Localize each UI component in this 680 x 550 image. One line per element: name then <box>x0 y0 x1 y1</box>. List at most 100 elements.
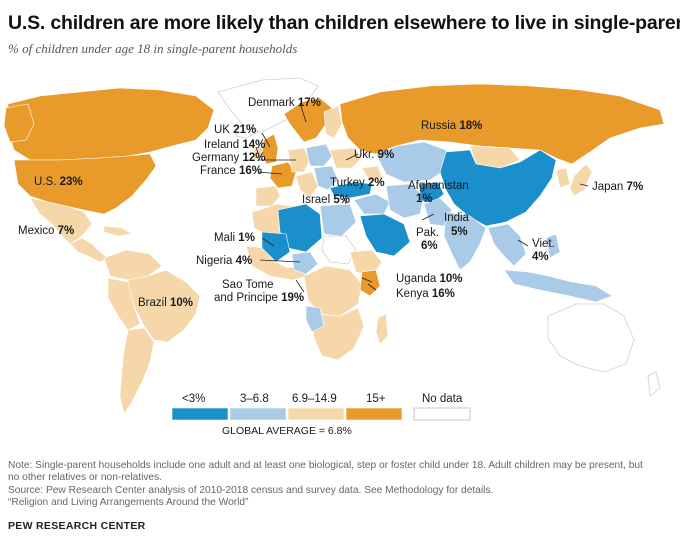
label-israel: Israel 5% <box>302 194 350 206</box>
label-denmark: Denmark 17% <box>248 97 321 109</box>
legend: <3% 3–6.8 6.9–14.9 15+ No data GLOBAL AV… <box>171 393 471 437</box>
leader-vietnam <box>517 239 529 247</box>
legend-swatch-6-9-14-9 <box>287 407 345 421</box>
label-germany: Germany 12% <box>192 152 266 164</box>
region-southern-africa <box>311 307 365 361</box>
region-central-america <box>69 237 109 263</box>
legend-label-lt3: <3% <box>182 393 205 405</box>
label-pakistan-value: 6% <box>421 240 438 252</box>
region-philippines <box>545 233 561 259</box>
region-new-zealand <box>647 371 661 397</box>
region-australia <box>547 303 635 373</box>
legend-label-3-6-8: 3–6.8 <box>240 393 269 405</box>
region-caribbean <box>103 225 133 237</box>
leader-nigeria <box>259 259 301 263</box>
legend-swatch-lt3 <box>171 407 229 421</box>
leader-kenya <box>367 283 377 291</box>
region-mexico <box>29 197 93 245</box>
label-brazil: Brazil 10% <box>138 297 193 309</box>
legend-swatch-15plus <box>345 407 403 421</box>
region-france <box>269 161 297 189</box>
region-iran <box>385 183 425 219</box>
label-japan: Japan 7% <box>592 181 643 193</box>
leader-uk <box>261 132 271 148</box>
label-uk: UK 21% <box>214 124 256 136</box>
note-line-1: Note: Single-parent households include o… <box>8 460 643 471</box>
region-scandinavia <box>283 97 333 143</box>
region-poland <box>305 143 333 167</box>
note-line-4: “Religion and Living Arrangements Around… <box>8 497 249 509</box>
legend-global-average: GLOBAL AVERAGE = 6.8% <box>222 425 352 437</box>
region-us <box>13 153 157 215</box>
region-germany <box>287 147 311 173</box>
label-mali: Mali 1% <box>214 232 255 244</box>
leader-denmark <box>299 102 307 123</box>
label-mexico: Mexico 7% <box>18 225 74 237</box>
legend-label-15plus: 15+ <box>366 393 386 405</box>
region-caucasus <box>361 165 383 183</box>
page-title: U.S. children are more likely than child… <box>8 12 680 34</box>
legend-swatch-3-6-8 <box>229 407 287 421</box>
leader-saotome <box>295 279 305 293</box>
region-finland <box>323 105 343 139</box>
label-vietnam-value: 4% <box>532 251 549 263</box>
region-alaska <box>3 103 35 143</box>
leader-pakistan <box>421 213 435 221</box>
region-korea <box>555 167 571 189</box>
region-arabia <box>359 213 411 257</box>
region-egypt-libya <box>319 203 357 237</box>
region-india <box>443 211 487 271</box>
label-pakistan: Pak. <box>416 227 439 239</box>
label-india-value: 5% <box>451 226 468 238</box>
region-southern-cone <box>119 327 155 415</box>
leader-ukraine <box>345 153 359 161</box>
region-canada <box>7 87 215 161</box>
label-nigeria: Nigeria 4% <box>196 255 252 267</box>
leader-mali <box>261 237 275 247</box>
region-iceland <box>235 123 259 139</box>
leader-israel <box>343 197 347 205</box>
label-turkey: Turkey 2% <box>330 177 385 189</box>
leader-uganda <box>361 277 373 283</box>
label-ireland: Ireland 14% <box>204 139 265 151</box>
region-turkey <box>329 181 373 199</box>
region-ireland <box>253 145 264 161</box>
region-madagascar <box>375 313 389 345</box>
label-saotome-line2: and Principe 19% <box>214 292 304 304</box>
region-nigeria <box>291 251 319 275</box>
label-kenya: Kenya 16% <box>396 288 455 300</box>
label-india: India <box>444 212 470 224</box>
leader-ireland <box>255 146 259 154</box>
legend-label-nodata: No data <box>422 393 463 405</box>
label-russia: Russia 18% <box>421 120 482 132</box>
region-colombia-venezuela <box>103 249 163 281</box>
brand-name: PEW RESEARCH CENTER <box>8 520 146 532</box>
label-france: France 16% <box>200 165 262 177</box>
region-italy <box>295 171 319 199</box>
region-china <box>439 149 557 227</box>
note-line-2: no other relatives or non-relatives. <box>8 472 163 484</box>
leader-france <box>257 171 283 175</box>
label-uganda: Uganda 10% <box>396 273 463 285</box>
region-angola <box>305 305 325 333</box>
region-ukraine <box>329 147 363 169</box>
region-se-asia <box>487 223 527 267</box>
world-map: U.S. 23% Mexico 7% Brazil 10% Denmark 17… <box>3 77 665 437</box>
label-ukraine: Ukr. 9% <box>354 149 394 161</box>
region-iberia <box>255 185 281 207</box>
region-central-africa <box>303 265 363 317</box>
label-saotome: Sao Tome <box>222 279 274 291</box>
leader-lines <box>255 102 589 293</box>
legend-swatch-nodata <box>413 407 471 421</box>
region-syria-iraq <box>353 193 391 215</box>
label-us: U.S. 23% <box>34 176 83 188</box>
legend-label-6-9-14-9: 6.9–14.9 <box>292 393 337 405</box>
notes: Note: Single-parent households include o… <box>8 460 672 510</box>
label-afghanistan-value: 1% <box>416 193 433 205</box>
region-balkans <box>313 165 339 191</box>
region-east-africa <box>359 269 381 297</box>
region-indonesia <box>503 269 613 303</box>
region-sudan <box>321 235 357 265</box>
leader-japan <box>579 183 589 187</box>
